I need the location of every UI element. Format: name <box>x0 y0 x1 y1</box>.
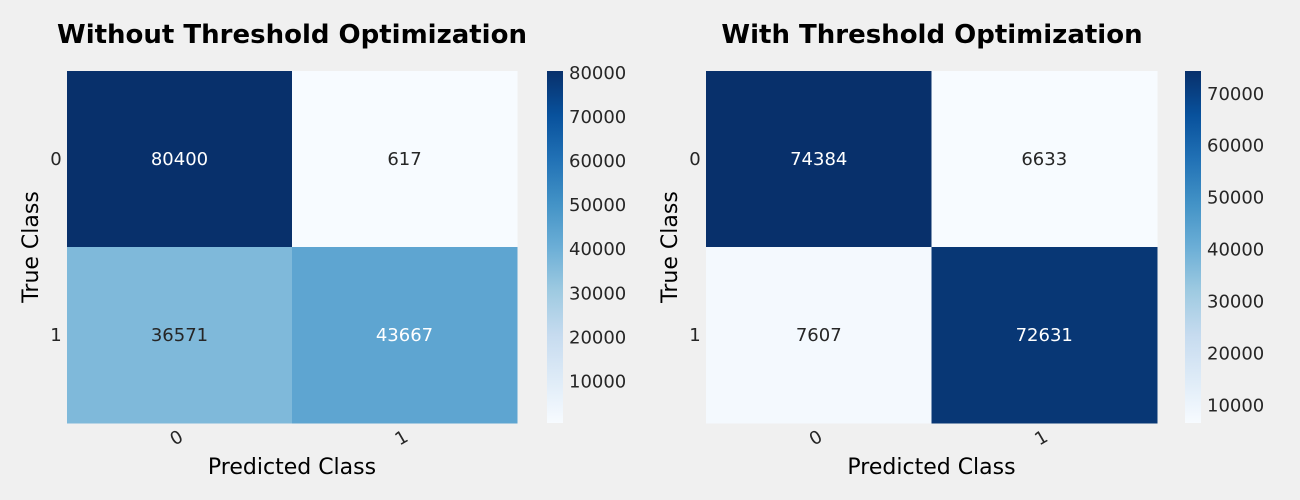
y-tick-label: 0 <box>50 149 61 170</box>
y-tick-label: 0 <box>689 149 700 170</box>
chart-title: With Threshold Optimization <box>721 20 1142 50</box>
heatmap-cell <box>931 71 1158 248</box>
colorbar-tick-label: 70000 <box>1207 84 1264 105</box>
heatmap-cell <box>931 247 1158 424</box>
x-tick-label: 0 <box>167 426 187 450</box>
y-tick-label: 1 <box>50 325 61 346</box>
heatmap-cell <box>67 247 293 424</box>
heatmap-cell <box>67 71 293 248</box>
colorbar-tick-label: 70000 <box>569 107 626 128</box>
cell-value-label: 6633 <box>1021 149 1067 170</box>
colorbar-tick-label: 60000 <box>1207 136 1264 157</box>
x-tick-label: 1 <box>392 426 412 450</box>
heatmap-cell <box>292 71 518 248</box>
colorbar-tick-label: 20000 <box>1207 344 1264 365</box>
y-tick-label: 1 <box>689 325 700 346</box>
colorbar-tick-label: 10000 <box>1207 396 1264 417</box>
x-axis-label: Predicted Class <box>847 455 1015 480</box>
heatmap-cell <box>706 247 932 424</box>
cell-value-label: 80400 <box>151 149 208 170</box>
colorbar <box>547 71 563 423</box>
colorbar-tick-label: 40000 <box>1207 240 1264 261</box>
x-tick-label: 0 <box>806 426 826 450</box>
cell-value-label: 7607 <box>796 325 842 346</box>
colorbar-tick-label: 80000 <box>569 63 626 84</box>
colorbar <box>1185 71 1201 423</box>
colorbar-tick-label: 50000 <box>1207 188 1264 209</box>
x-axis-label: Predicted Class <box>208 455 376 480</box>
colorbar-tick-label: 60000 <box>569 151 626 172</box>
colorbar-tick-label: 30000 <box>569 283 626 304</box>
heatmap-panel-1: With Threshold Optimization 74384 6633 7607… <box>658 20 1264 480</box>
colorbar-tick-label: 40000 <box>569 239 626 260</box>
y-axis-label: True Class <box>19 191 44 304</box>
y-axis-label: True Class <box>658 191 683 304</box>
cell-value-label: 36571 <box>151 325 208 346</box>
cell-value-label: 43667 <box>376 325 433 346</box>
colorbar-tick-label: 10000 <box>569 372 626 393</box>
chart-title: Without Threshold Optimization <box>57 20 527 50</box>
colorbar-tick-label: 30000 <box>1207 292 1264 313</box>
colorbar-tick-label: 50000 <box>569 195 626 216</box>
colorbar-tick-label: 20000 <box>569 327 626 348</box>
heatmap-cell <box>292 247 518 424</box>
cell-value-label: 72631 <box>1016 325 1073 346</box>
heatmap-panel-0: Without Threshold Optimization 80400 617 36… <box>19 20 626 480</box>
x-tick-label: 1 <box>1031 426 1051 450</box>
heatmap-cell <box>706 71 932 248</box>
cell-value-label: 617 <box>387 149 421 170</box>
cell-value-label: 74384 <box>790 149 847 170</box>
